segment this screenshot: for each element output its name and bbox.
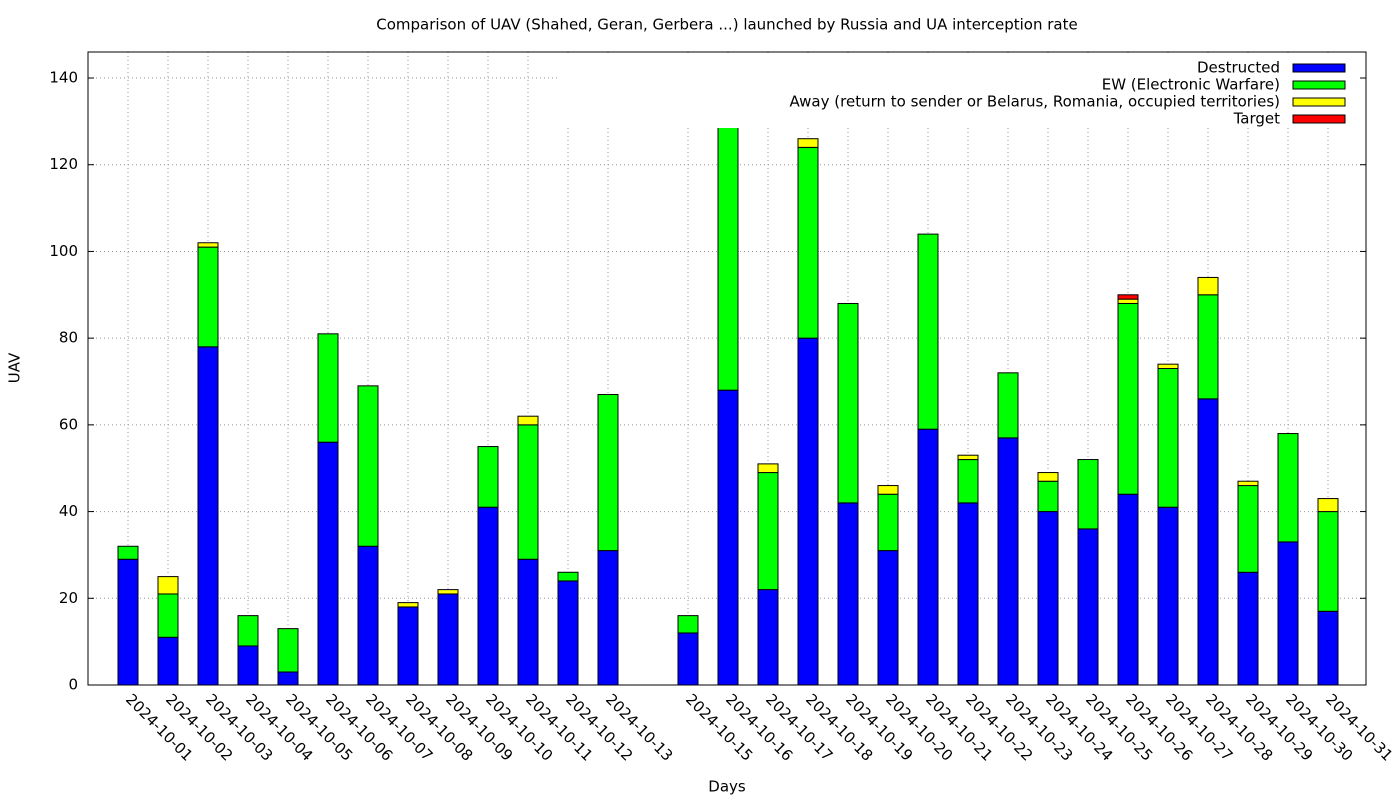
bar-segment (477, 506, 499, 686)
bar-segment (197, 346, 219, 686)
bar-segment (1037, 472, 1059, 482)
plot-frame (87, 51, 1367, 686)
bar-segment (877, 550, 899, 686)
bar-segment (997, 372, 1019, 439)
legend-label: Target (1233, 110, 1281, 128)
bar-segment (917, 233, 939, 430)
bar-segment (1237, 480, 1259, 487)
bar-segment (1157, 506, 1179, 686)
bar-segment (197, 246, 219, 348)
bar-segment (1237, 485, 1259, 573)
y-tick-label: 0 (68, 676, 78, 694)
bar-segment (1117, 294, 1139, 300)
bar-segment (957, 502, 979, 686)
y-axis-label: UAV (6, 352, 24, 383)
y-tick-label: 40 (59, 502, 78, 520)
bar-segment (557, 571, 579, 582)
bar-segment (1197, 276, 1219, 296)
bar-segment (1317, 498, 1339, 513)
bar-segment (877, 493, 899, 552)
chart-title: Comparison of UAV (Shahed, Geran, Gerber… (376, 16, 1077, 34)
legend-label: Destructed (1197, 59, 1280, 77)
bar-segment (1077, 459, 1099, 530)
bar-segment (1277, 433, 1299, 543)
bar-segment (1117, 298, 1139, 304)
bar-segment (117, 558, 139, 686)
legend-label: EW (Electronic Warfare) (1102, 76, 1280, 94)
bar-segment (397, 602, 419, 608)
bar-segment (797, 337, 819, 686)
bar-segment (1317, 610, 1339, 686)
legend-swatch (1292, 97, 1346, 107)
bar-segment (477, 446, 499, 508)
bar-segment (1157, 363, 1179, 370)
bar-segment (437, 589, 459, 595)
bar-segment (677, 632, 699, 686)
bar-segment (277, 628, 299, 673)
bar-segment (397, 606, 419, 686)
bar-segment (317, 333, 339, 443)
legend-swatch (1292, 63, 1346, 73)
bar-segment (797, 138, 819, 148)
bar-segment (757, 463, 779, 474)
bar-segment (237, 615, 259, 647)
bar-segment (917, 428, 939, 686)
legend-swatch (1292, 114, 1346, 124)
bar-segment (237, 645, 259, 686)
bar-segment (357, 545, 379, 686)
y-tick-label: 80 (59, 329, 78, 347)
y-tick-label: 20 (59, 589, 78, 607)
bar-segment (517, 558, 539, 686)
bar-segment (1157, 368, 1179, 508)
y-tick-label: 100 (49, 242, 78, 260)
legend-label: Away (return to sender or Belarus, Roman… (790, 93, 1280, 111)
bar-segment (1237, 571, 1259, 686)
bar-segment (997, 437, 1019, 686)
bar-segment (597, 394, 619, 552)
bar-segment (117, 545, 139, 560)
bar-segment (717, 112, 739, 391)
bar-segment (1277, 541, 1299, 686)
y-tick-label: 140 (49, 69, 78, 87)
bar-segment (597, 550, 619, 686)
bar-segment (837, 302, 859, 504)
bar-segment (197, 242, 219, 248)
bar-segment (517, 424, 539, 560)
bar-segment (757, 472, 779, 591)
bar-segment (1117, 302, 1139, 495)
bar-segment (557, 580, 579, 686)
bar-segment (877, 485, 899, 495)
bar-segment (757, 589, 779, 686)
bar-segment (317, 441, 339, 686)
legend-box (560, 56, 1360, 128)
bar-segment (277, 671, 299, 686)
bar-segment (157, 636, 179, 686)
bar-segment (837, 502, 859, 686)
bar-segment (517, 415, 539, 426)
y-tick-label: 120 (49, 155, 78, 173)
bar-segment (717, 389, 739, 686)
bar-segment (157, 593, 179, 638)
bar-segment (1117, 493, 1139, 686)
bar-segment (1197, 294, 1219, 400)
bar-segment (1037, 480, 1059, 513)
legend-swatch (1292, 80, 1346, 90)
bar-segment (357, 385, 379, 547)
bar-segment (797, 146, 819, 339)
bar-segment (1037, 511, 1059, 686)
bar-segment (1317, 511, 1339, 612)
bar-segment (1197, 398, 1219, 686)
bar-segment (437, 593, 459, 686)
y-tick-label: 60 (59, 415, 78, 433)
bar-segment (157, 576, 179, 595)
bar-segment (1077, 528, 1099, 686)
x-axis-label: Days (708, 778, 746, 796)
bar-segment (957, 454, 979, 461)
bar-segment (957, 459, 979, 504)
bar-segment (677, 615, 699, 634)
